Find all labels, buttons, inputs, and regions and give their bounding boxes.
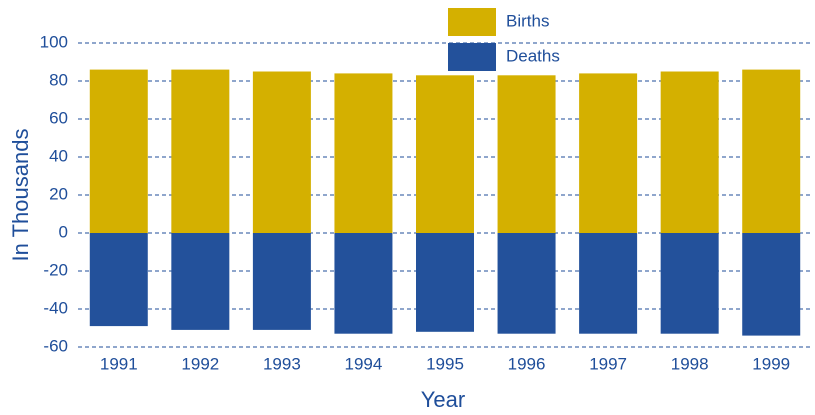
legend-label: Deaths xyxy=(506,46,560,65)
y-tick-label: -60 xyxy=(43,336,68,355)
x-tick-label: 1991 xyxy=(100,354,138,373)
x-tick-label: 1998 xyxy=(671,354,709,373)
bar xyxy=(171,69,230,233)
y-tick-label: -20 xyxy=(43,260,68,279)
bar xyxy=(742,233,801,336)
y-tick-label: 60 xyxy=(49,108,68,127)
y-tick-label: 40 xyxy=(49,146,68,165)
x-tick-label: 1996 xyxy=(508,354,546,373)
bar xyxy=(252,233,311,330)
bar xyxy=(579,73,638,234)
bar xyxy=(742,69,801,233)
bar xyxy=(416,233,474,332)
bar xyxy=(497,233,556,334)
x-tick-label: 1995 xyxy=(426,354,464,373)
bar xyxy=(334,73,393,234)
y-axis-label: In Thousands xyxy=(8,129,33,262)
legend-swatch xyxy=(448,43,496,71)
y-tick-label: -40 xyxy=(43,298,68,317)
bar xyxy=(660,71,719,233)
bar xyxy=(660,233,719,334)
legend-label: Births xyxy=(506,11,549,30)
x-tick-label: 1994 xyxy=(345,354,383,373)
y-tick-label: 100 xyxy=(40,32,68,51)
bar xyxy=(89,69,148,233)
x-tick-label: 1992 xyxy=(181,354,219,373)
x-tick-label: 1997 xyxy=(589,354,627,373)
bar xyxy=(497,75,556,233)
bar xyxy=(579,233,638,334)
y-tick-label: 20 xyxy=(49,184,68,203)
y-tick-label: 80 xyxy=(49,70,68,89)
bar xyxy=(89,233,148,327)
x-axis-label: Year xyxy=(421,387,465,412)
bar xyxy=(334,233,393,334)
legend-swatch xyxy=(448,8,496,36)
x-tick-label: 1999 xyxy=(752,354,790,373)
bar xyxy=(416,75,474,233)
x-tick-label: 1993 xyxy=(263,354,301,373)
bar xyxy=(171,233,230,330)
bar xyxy=(252,71,311,233)
y-tick-label: 0 xyxy=(59,222,68,241)
